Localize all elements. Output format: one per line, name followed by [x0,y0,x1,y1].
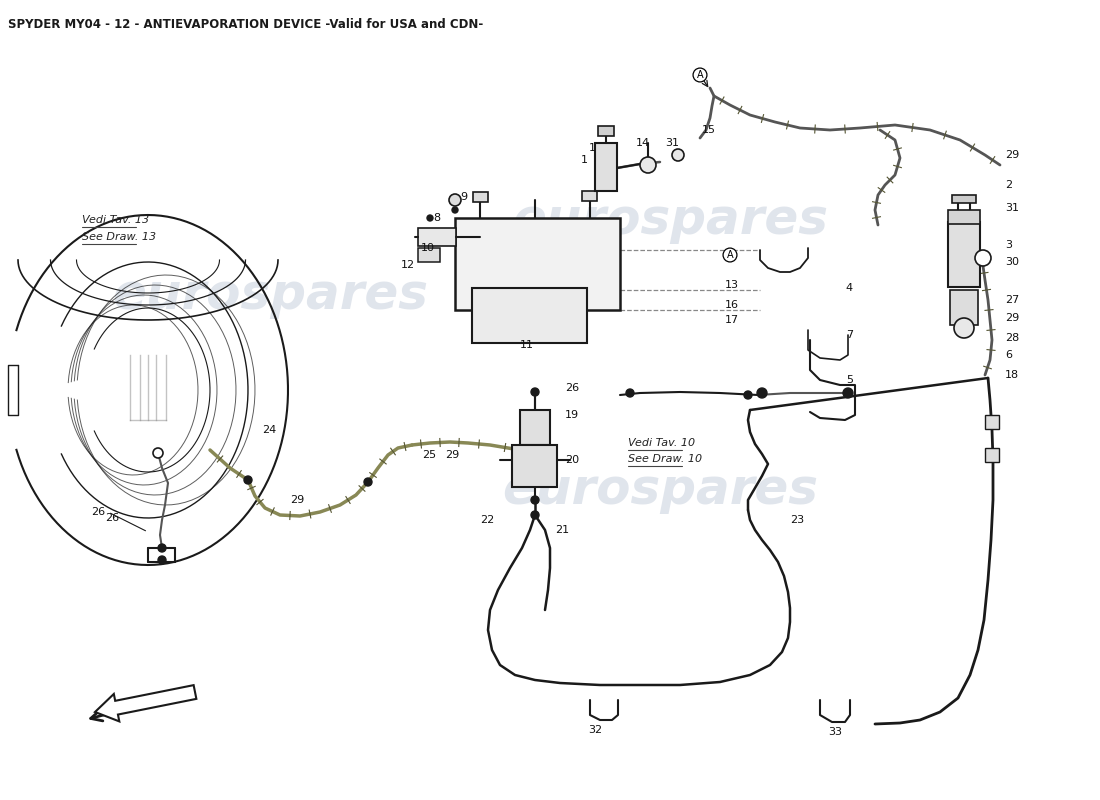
Text: 22: 22 [480,515,494,525]
Bar [984,448,999,462]
Text: 14: 14 [636,138,650,148]
Circle shape [531,388,539,396]
Text: 21: 21 [556,525,569,535]
Text: 9: 9 [460,192,467,202]
Text: 29: 29 [290,495,305,505]
Text: SPYDER MY04 - 12 - ANTIEVAPORATION DEVICE -Valid for USA and CDN-: SPYDER MY04 - 12 - ANTIEVAPORATION DEVIC… [8,18,483,31]
Circle shape [153,448,163,458]
Text: 27: 27 [1005,295,1020,305]
Bar [984,415,999,429]
Text: 11: 11 [520,340,534,350]
Circle shape [757,388,767,398]
Circle shape [244,476,252,484]
Circle shape [452,207,458,213]
Text: 29: 29 [1005,150,1020,160]
Text: A: A [727,250,734,260]
Circle shape [954,318,974,338]
Text: 23: 23 [790,515,804,525]
Circle shape [449,194,461,206]
Text: 24: 24 [262,425,276,435]
Text: 25: 25 [422,450,436,460]
Text: eurospares: eurospares [112,271,428,319]
Circle shape [531,511,539,519]
Text: 6: 6 [1005,350,1012,360]
Bar [418,248,440,262]
Text: 18: 18 [1005,370,1019,380]
Text: 2: 2 [1005,180,1012,190]
Bar [512,445,557,487]
Circle shape [975,250,991,266]
Text: 5: 5 [846,375,852,385]
Circle shape [640,157,656,173]
Bar [948,210,980,224]
Bar [520,410,550,445]
Text: 1: 1 [588,143,596,153]
Text: 13: 13 [725,280,739,290]
Circle shape [158,544,166,552]
Text: 4: 4 [846,283,852,293]
Bar [418,228,456,246]
Text: 7: 7 [846,330,852,340]
Text: 16: 16 [725,300,739,310]
Text: 31: 31 [1005,203,1019,213]
Text: 8: 8 [433,213,440,223]
Bar [582,191,597,201]
FancyArrow shape [95,685,197,722]
Text: See Draw. 13: See Draw. 13 [82,232,156,242]
Circle shape [626,389,634,397]
Text: 26: 26 [104,513,119,523]
Text: 26: 26 [565,383,579,393]
Bar [948,222,980,287]
Text: Vedi Tav. 13: Vedi Tav. 13 [82,215,150,225]
Circle shape [672,149,684,161]
Bar [952,195,976,203]
Text: 17: 17 [725,315,739,325]
Text: 1: 1 [581,155,589,165]
Circle shape [158,556,166,564]
Text: 10: 10 [421,243,434,253]
Circle shape [531,496,539,504]
Text: 19: 19 [565,410,579,420]
Text: 29: 29 [446,450,460,460]
Text: eurospares: eurospares [502,466,818,514]
Text: 29: 29 [1005,313,1020,323]
Bar [473,192,488,202]
Circle shape [427,215,433,221]
Text: 31: 31 [666,138,679,148]
Text: 32: 32 [587,725,602,735]
Text: eurospares: eurospares [512,196,828,244]
Bar [950,290,978,325]
Circle shape [843,388,852,398]
Text: 30: 30 [1005,257,1019,267]
Text: 20: 20 [565,455,579,465]
Text: 33: 33 [828,727,842,737]
Text: Vedi Tav. 10: Vedi Tav. 10 [628,438,695,448]
Circle shape [744,391,752,399]
Text: A: A [696,70,703,80]
Text: 26: 26 [91,507,104,517]
Text: 28: 28 [1005,333,1020,343]
Bar [595,143,617,191]
Circle shape [364,478,372,486]
Text: 3: 3 [1005,240,1012,250]
Text: 15: 15 [702,125,716,135]
Text: 12: 12 [400,260,415,270]
Bar [455,218,620,310]
Bar [598,126,614,136]
Text: See Draw. 10: See Draw. 10 [628,454,702,464]
Bar [472,288,587,343]
